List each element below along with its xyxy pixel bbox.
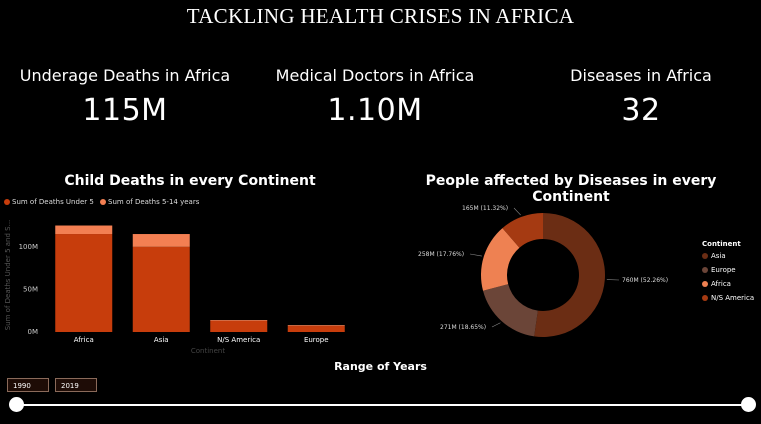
page-title: TACKLING HEALTH CRISES IN AFRICA	[186, 4, 575, 28]
kpi-diseases: Diseases in Africa 32	[516, 66, 761, 128]
bar-n-s-america-s1	[210, 320, 268, 321]
donut-chart-title: People affected by Diseases in every Con…	[425, 173, 717, 205]
donut-chart[interactable]: 760M (52.26%) 271M (18.65%) 258M (17.76%) 1…	[400, 200, 700, 350]
legend-title: Continent	[702, 240, 741, 248]
range-end-input[interactable]: 2019	[55, 378, 97, 392]
x-tick-label: Asia	[154, 336, 169, 344]
y-tick-label: 100M	[19, 243, 38, 251]
donut-data-label: 271M (18.65%)	[440, 324, 486, 331]
bar-europe-s1	[287, 325, 345, 327]
legend-dot-icon	[702, 267, 708, 273]
legend-dot-icon	[702, 253, 708, 259]
legend-label: Europe	[711, 266, 736, 274]
legend-item-5-14[interactable]: Sum of Deaths 5-14 years	[100, 198, 199, 206]
legend-dot-icon	[702, 281, 708, 287]
range-slider-end-handle[interactable]	[741, 397, 756, 412]
y-axis-label: Sum of Deaths Under 5 and S...	[4, 220, 12, 331]
x-tick-label: Europe	[304, 336, 329, 344]
range-slider-start-handle[interactable]	[9, 397, 24, 412]
legend-item-africa[interactable]: Africa	[702, 280, 754, 288]
legend-label: Sum of Deaths 5-14 years	[108, 198, 200, 206]
kpi-label: Medical Doctors in Africa	[275, 66, 475, 85]
legend-dot-icon	[100, 199, 107, 205]
bar-n-s-america-s0	[210, 320, 268, 332]
legend-label: Africa	[711, 280, 731, 288]
bar-chart-title: Child Deaths in every Continent	[64, 173, 316, 189]
legend-item-europe[interactable]: Europe	[702, 266, 754, 274]
x-axis-label: Continent	[191, 347, 225, 355]
kpi-value: 115M	[82, 93, 168, 128]
y-tick-label: 50M	[23, 285, 38, 293]
kpi-label: Diseases in Africa	[570, 66, 712, 85]
donut-data-label: 165M (11.32%)	[462, 205, 508, 212]
bar-asia-s1	[132, 234, 190, 247]
donut-leader-line	[513, 207, 521, 216]
donut-slice-europe	[483, 284, 538, 337]
donut-legend[interactable]: Continent Asia Europe Africa N/S America	[702, 240, 754, 308]
legend-label: Sum of Deaths Under 5	[12, 198, 94, 206]
legend-label: Asia	[711, 252, 726, 260]
y-tick-label: 0M	[28, 328, 39, 336]
legend-item-asia[interactable]: Asia	[702, 252, 754, 260]
legend-label: N/S America	[711, 294, 755, 302]
kpi-medical-doctors: Medical Doctors in Africa 1.10M	[250, 66, 500, 128]
legend-item-under5[interactable]: Sum of Deaths Under 5	[4, 198, 94, 206]
bar-legend[interactable]: Sum of Deaths Under 5 Sum of Deaths 5-14…	[4, 198, 203, 206]
bar-chart[interactable]: 0M 50M 100M Sum of Deaths Under 5 and S... A…	[0, 205, 380, 360]
x-tick-label: N/S America	[217, 336, 260, 344]
legend-item-ns-america[interactable]: N/S America	[702, 294, 754, 302]
x-tick-label: Africa	[74, 336, 94, 344]
range-slider-track[interactable]	[17, 404, 749, 406]
bar-africa-s0	[55, 234, 113, 332]
donut-slice-asia	[534, 213, 606, 337]
legend-dot-icon	[4, 199, 10, 205]
kpi-label: Underage Deaths in Africa	[19, 66, 231, 85]
kpi-underage-deaths: Underage Deaths in Africa 115M	[0, 66, 250, 128]
donut-leader-line	[469, 253, 482, 257]
donut-leader-line	[491, 322, 501, 328]
kpi-value: 32	[621, 93, 661, 128]
donut-data-label: 760M (52.26%)	[622, 277, 668, 284]
bar-africa-s1	[55, 225, 113, 235]
donut-data-label: 258M (17.76%)	[418, 251, 464, 258]
kpi-value: 1.10M	[327, 93, 423, 128]
bar-asia-s0	[132, 246, 190, 332]
donut-slice-africa	[481, 228, 520, 291]
legend-dot-icon	[702, 295, 708, 301]
range-start-input[interactable]: 1990	[7, 378, 49, 392]
bar-europe-s0	[287, 326, 345, 332]
donut-slice-n-s-america	[502, 213, 543, 248]
range-title: Range of Years	[334, 360, 427, 373]
